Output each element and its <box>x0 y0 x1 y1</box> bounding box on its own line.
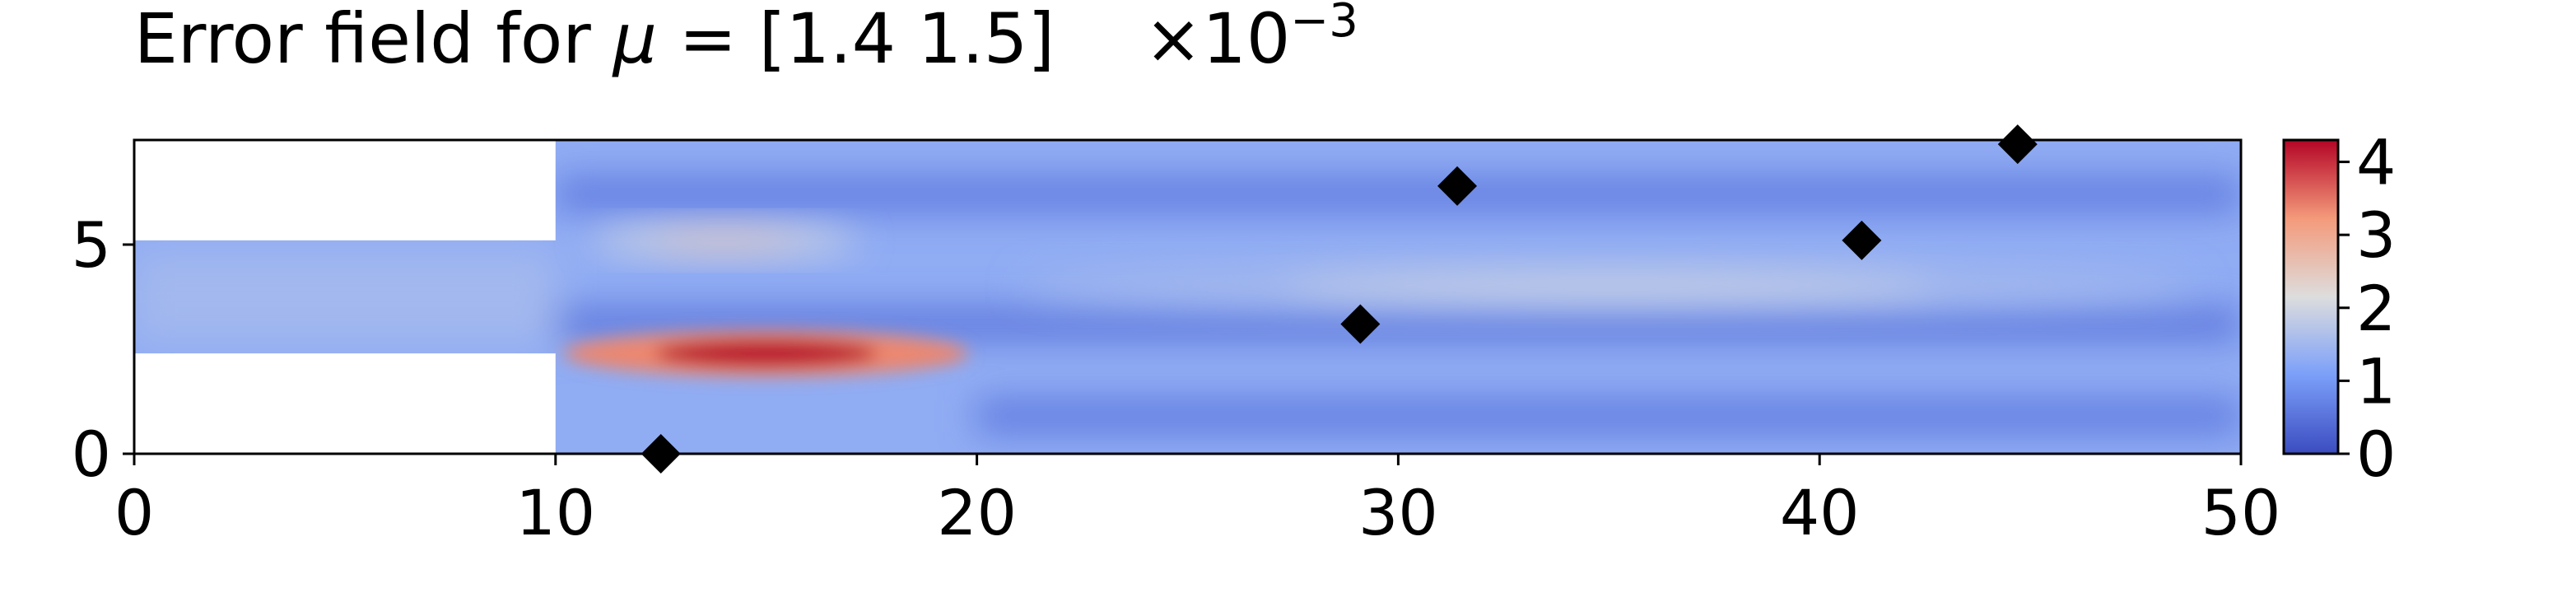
field-band <box>555 177 2241 212</box>
diamond-marker <box>641 434 681 474</box>
y-tick-label: 0 <box>72 418 111 491</box>
colorbar-tick-label: 0 <box>2356 418 2396 491</box>
diamond-marker <box>1997 124 2038 165</box>
diamond-marker <box>1842 220 1882 260</box>
colorbar-tick-label: 4 <box>2356 126 2396 199</box>
x-tick-label: 10 <box>515 476 595 549</box>
colorbar-tick-label: 1 <box>2356 344 2396 418</box>
field-band <box>976 399 2241 433</box>
sensor-markers <box>641 124 2038 474</box>
y-axis-ticks: 05 <box>72 208 134 491</box>
colorbar-scale-base: ×10 <box>1144 0 1290 79</box>
colorbar-scale-exponent: −3 <box>1290 0 1358 48</box>
field-hotspot-core <box>654 339 878 367</box>
x-tick-label: 40 <box>1780 476 1860 549</box>
title-suffix: = [1.4 1.5] <box>657 0 1055 79</box>
diamond-marker <box>1340 304 1381 344</box>
field-band <box>134 250 556 343</box>
title-mu-symbol: μ <box>611 0 656 79</box>
y-tick-label: 5 <box>72 208 111 282</box>
x-axis-ticks: 0 10 20 30 40 50 <box>114 454 2281 549</box>
x-tick-label: 30 <box>1358 476 1438 549</box>
x-tick-label: 0 <box>114 476 154 549</box>
error-field-heatmap <box>134 140 2241 454</box>
plot-area-frame <box>133 138 2243 455</box>
field-hotspot-core <box>650 231 799 250</box>
colorbar-tick-label: 3 <box>2356 198 2396 272</box>
title-prefix: Error field for <box>134 0 613 79</box>
field-hotspot-core <box>1284 273 1934 301</box>
diamond-marker <box>1437 166 1478 206</box>
colorbar-scale-label: ×10−3 <box>1144 0 1358 79</box>
x-tick-label: 20 <box>937 476 1017 549</box>
colorbar <box>2282 138 2340 455</box>
x-tick-label: 50 <box>2201 476 2281 549</box>
colorbar-tick-label: 2 <box>2356 272 2396 345</box>
chart-title: Error field for μ = [1.4 1.5] <box>134 0 1055 79</box>
